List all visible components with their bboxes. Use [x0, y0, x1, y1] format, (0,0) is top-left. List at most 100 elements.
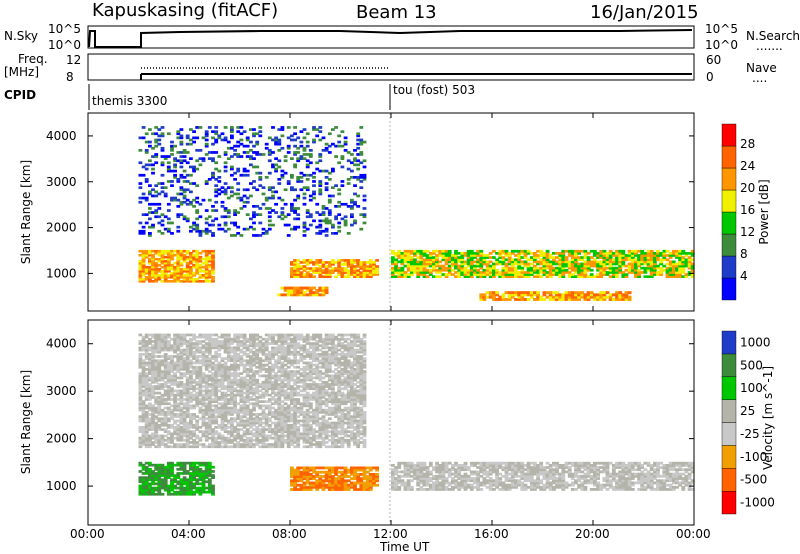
heatmap-cell: [615, 273, 619, 276]
heatmap-cell: [400, 252, 405, 255]
heatmap-cell: [163, 249, 168, 253]
heatmap-cell: [353, 273, 357, 276]
heatmap-cell: [649, 262, 654, 266]
heatmap-cell: [189, 486, 193, 490]
heatmap-cell: [526, 271, 531, 274]
heatmap-cell: [337, 485, 342, 489]
heatmap-cell: [444, 470, 449, 474]
heatmap-cell: [157, 276, 162, 279]
heatmap-cell: [204, 130, 209, 133]
heatmap-cell: [173, 426, 177, 429]
heatmap-cell: [324, 483, 329, 487]
heatmap-cell: [599, 483, 604, 487]
heatmap-cell: [406, 275, 411, 278]
heatmap-cell: [447, 258, 452, 262]
heatmap-cell: [536, 481, 540, 485]
heatmap-cell: [185, 151, 190, 154]
heatmap-cell: [558, 262, 563, 266]
heatmap-cell: [148, 463, 152, 467]
heatmap-cell: [163, 368, 168, 371]
heatmap-cell: [353, 470, 357, 474]
heatmap-cell: [151, 372, 155, 375]
heatmap-cell: [138, 441, 143, 444]
heatmap-cell: [463, 466, 468, 469]
heatmap-cell: [649, 466, 654, 469]
colorbar-tick-label: 4: [740, 269, 748, 283]
heatmap-cell: [267, 207, 272, 210]
heatmap-cell: [340, 202, 345, 206]
heatmap-cell: [602, 258, 607, 262]
heatmap-cell: [634, 472, 638, 476]
heatmap-cell: [170, 337, 174, 341]
heatmap-cell: [141, 376, 146, 380]
heatmap-cell: [583, 254, 588, 257]
heatmap-cell: [163, 278, 168, 281]
heatmap-cell: [163, 389, 168, 393]
heatmap-cell: [299, 286, 304, 290]
heatmap-cell: [179, 249, 184, 253]
heatmap-cell: [602, 477, 607, 480]
heatmap-cell: [207, 126, 212, 129]
heatmap-cell: [416, 464, 421, 467]
heatmap-cell: [665, 258, 670, 262]
heatmap-cell: [296, 468, 301, 472]
heatmap-cell: [173, 400, 177, 403]
heatmap-cell: [397, 266, 402, 270]
heatmap-cell: [656, 461, 660, 465]
heatmap-cell: [305, 178, 310, 181]
heatmap-cell: [368, 475, 373, 478]
heatmap-cell: [198, 157, 203, 160]
heatmap-cell: [179, 270, 184, 273]
heatmap-cell: [558, 464, 563, 467]
heatmap-cell: [627, 488, 632, 491]
heatmap-cell: [602, 262, 607, 266]
heatmap-cell: [353, 259, 357, 262]
heatmap-cell: [185, 270, 190, 273]
heatmap-cell: [151, 132, 155, 136]
heatmap-cell: [166, 376, 171, 380]
heatmap-cell: [583, 256, 588, 259]
heatmap-cell: [517, 481, 522, 485]
heatmap-cell: [362, 159, 367, 163]
heatmap-cell: [422, 483, 427, 487]
heatmap-cell: [157, 490, 162, 494]
heatmap-cell: [627, 472, 632, 476]
heatmap-cell: [640, 477, 645, 480]
heatmap-cell: [391, 488, 395, 491]
heatmap-cell: [343, 142, 348, 146]
heatmap-cell: [170, 408, 174, 412]
heatmap-cell: [148, 184, 152, 187]
heatmap-cell: [334, 470, 338, 474]
heatmap-cell: [182, 463, 187, 467]
heatmap-cell: [163, 445, 168, 449]
heatmap-cell: [189, 476, 193, 479]
heatmap-cell: [428, 485, 433, 489]
heatmap-cell: [277, 159, 282, 163]
heatmap-cell: [204, 463, 209, 467]
heatmap-cell: [173, 430, 177, 433]
heatmap-cell: [148, 140, 152, 144]
heatmap-cell: [425, 477, 430, 480]
heatmap-cell: [170, 365, 174, 369]
heatmap-cell: [403, 256, 408, 259]
heatmap-cell: [154, 194, 159, 198]
heatmap-cell: [422, 260, 427, 264]
heatmap-cell: [176, 340, 181, 343]
heatmap-cell: [435, 249, 439, 253]
heatmap-cell: [163, 480, 168, 484]
heatmap-cell: [163, 438, 168, 442]
heatmap-cell: [331, 488, 335, 491]
heatmap-cell: [182, 342, 187, 345]
heatmap-cell: [204, 261, 209, 265]
heatmap-cell: [163, 276, 168, 279]
heatmap-cell: [185, 484, 190, 488]
heatmap-cell: [583, 260, 588, 264]
heatmap-cell: [649, 488, 654, 491]
heatmap-cell: [416, 275, 421, 278]
heatmap-cell: [176, 370, 181, 373]
heatmap-cell: [469, 477, 474, 480]
heatmap-cell: [340, 275, 345, 278]
heatmap-cell: [501, 262, 506, 266]
heatmap-cell: [223, 153, 228, 156]
heatmap-cell: [211, 476, 215, 479]
